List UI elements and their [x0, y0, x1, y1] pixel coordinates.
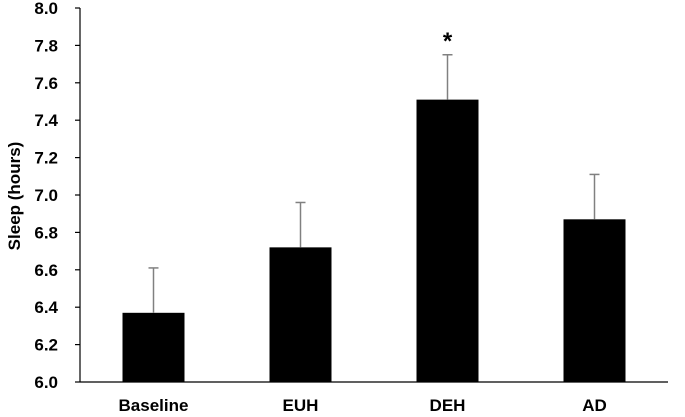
x-tick-label: Baseline: [119, 396, 189, 415]
bar: [563, 219, 626, 382]
y-tick-label: 7.6: [34, 74, 58, 93]
y-tick-label: 7.2: [34, 149, 58, 168]
x-tick-label: AD: [582, 396, 607, 415]
y-tick-label: 6.4: [34, 298, 58, 317]
x-tick-label: DEH: [430, 396, 466, 415]
bar: [269, 247, 332, 382]
y-tick-label: 6.8: [34, 223, 58, 242]
annotations: *: [443, 28, 453, 55]
bar: [416, 99, 479, 382]
bars: [122, 99, 626, 382]
y-tick-label: 6.6: [34, 261, 58, 280]
x-axis: Baseline EUH DEH AD: [80, 381, 668, 415]
y-tick-label: 7.0: [34, 186, 58, 205]
y-tick-label: 6.2: [34, 336, 58, 355]
significance-marker: *: [443, 28, 453, 55]
bar: [122, 312, 185, 382]
y-tick-label: 7.8: [34, 36, 58, 55]
y-axis-title: Sleep (hours): [5, 142, 24, 251]
y-axis: 6.0 6.2 6.4 6.6 6.8 7.0 7.2 7.4 7.6 7.8 8.0: [34, 0, 81, 392]
y-tick-label: 7.4: [34, 111, 58, 130]
error-bars: [148, 54, 600, 313]
x-tick-label: EUH: [283, 396, 319, 415]
y-tick-label: 8.0: [34, 0, 58, 18]
y-tick-label: 6.0: [34, 373, 58, 392]
